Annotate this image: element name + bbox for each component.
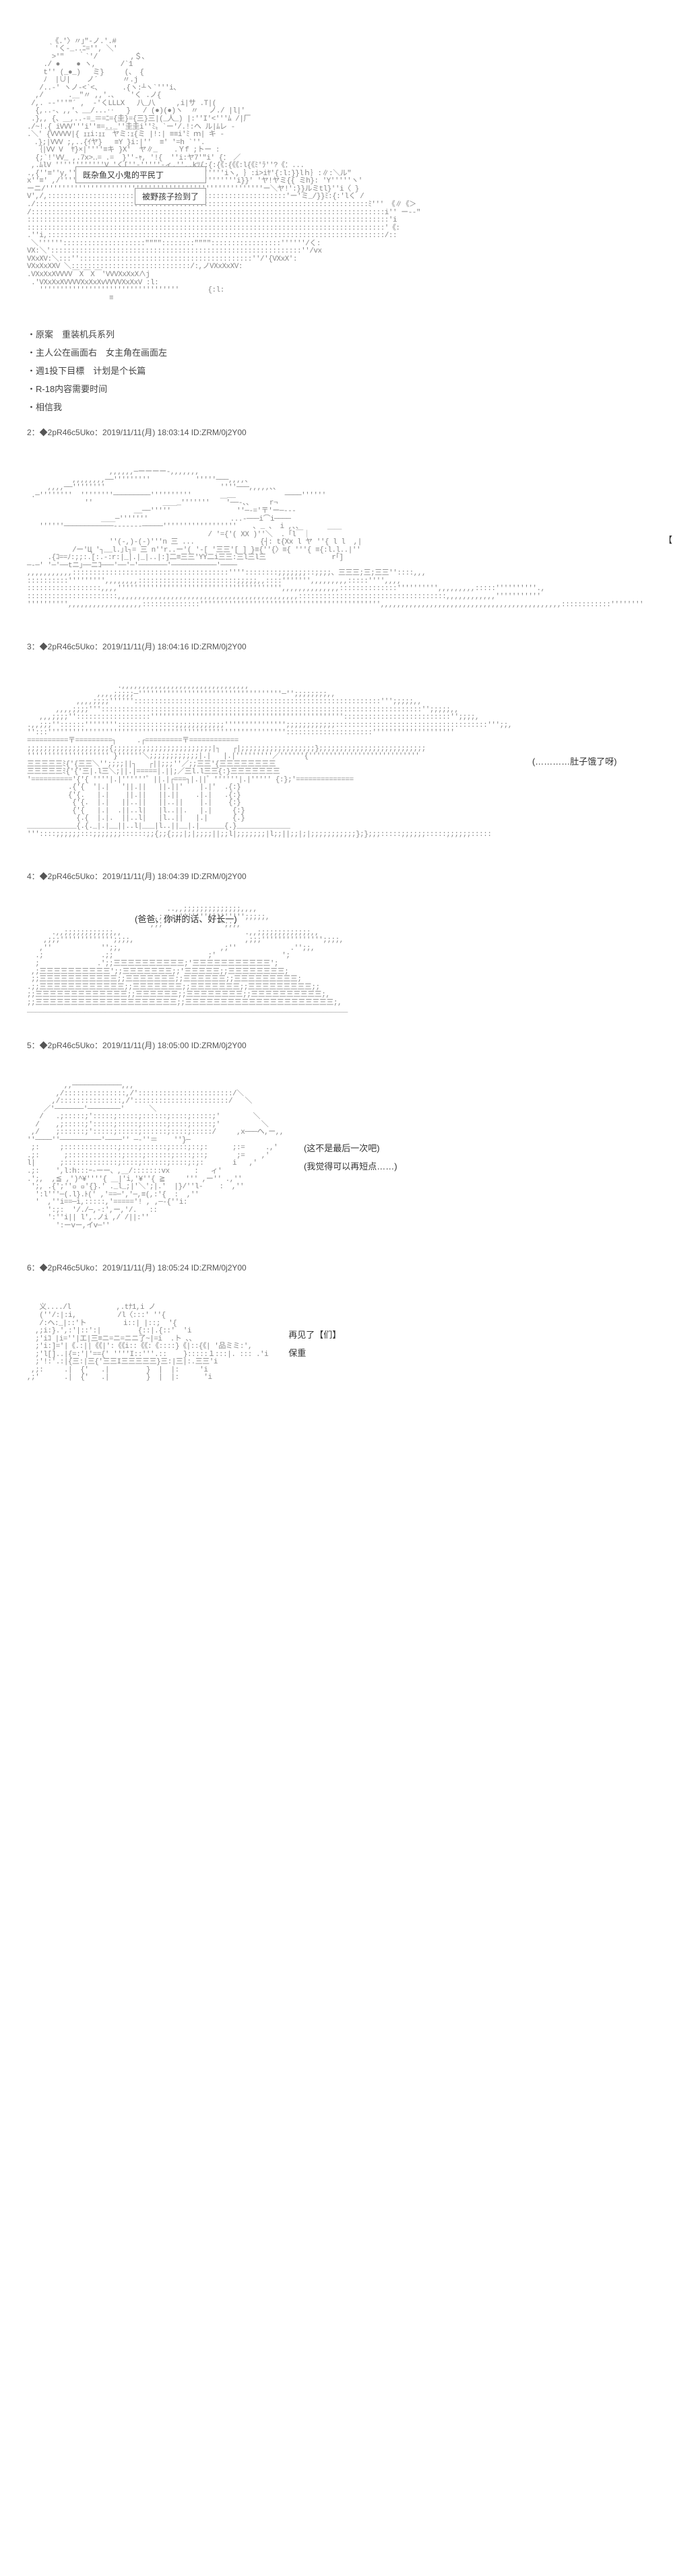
panel-2-ascii: ,,,,,,─ーーーー-,,,,,,, ,,,,,,,,──''''''''' … [27, 461, 643, 617]
panel-2-caption: 【第1话 序幕野孩子路线】 [664, 533, 673, 546]
post-meta-3: 3：◆2pR46c5Uko：2019/11/11(月) 18:04:16 ID:… [27, 641, 646, 652]
note-3: ・週1投下目標 计划是个长篇 [27, 364, 646, 377]
panel-6-ascii: 义..../l ,.tﾅ1,i ノ (''/:|:i, /l〈:::' ''{ … [27, 1297, 268, 1390]
panel-5-caption-b: (我觉得可以再短点……) [304, 1159, 397, 1172]
post-meta-4: 4：◆2pR46c5Uko：2019/11/11(月) 18:04:39 ID:… [27, 870, 646, 882]
panel-6: 义..../l ,.tﾅ1,i ノ (''/:|:i, /l〈:::' ''{ … [27, 1290, 646, 1397]
panel-4: (爸爸、你讲的话、好长一) ..,,;;;;;;;;;;;;;;,,,, ,;;… [27, 899, 646, 1023]
panel-5-caption-a: (这不是最后一次吧) [304, 1141, 397, 1154]
panel-2: ,,,,,,─ーーーー-,,,,,,, ,,,,,,,,──''''''''' … [27, 455, 646, 624]
note-5: ・相信我 [27, 400, 646, 413]
panel-5-captions: (这不是最后一次吧) (我觉得可以再短点……) [304, 1141, 397, 1172]
header-panel: 《.'〉〃｣"-ノ.'.# ｀'く-_..ﾆ='', ＼' >'" ｀`'/ ,… [27, 30, 646, 311]
panel-5-ascii: ,,────────────,,, ,/:::::::::::::::,/'::… [27, 1074, 284, 1237]
panel-4-ascii: ..,,;;;;;;;;;;;;;;,,,, ,;;;;;'''''''''''… [27, 899, 646, 1023]
note-1: ・原案 重装机兵系列 [27, 327, 646, 340]
panel-3: .,,,,,,,,,,,,,,,,,,,,,,,,,,,,,,, ,,,,;;;… [27, 669, 646, 854]
panel-6-caption-a: 再见了【们】 [288, 1328, 341, 1341]
panel-6-captions: 再见了【们】 保重 [288, 1328, 341, 1359]
panel-3-ascii: .,,,,,,,,,,,,,,,,,,,,,,,,,,,,,,, ,,,,;;;… [27, 676, 512, 847]
notes-list: ・原案 重装机兵系列 ・主人公在画面右 女主角在画面左 ・週1投下目標 计划是个… [27, 327, 646, 413]
bubble-1: 既杂鱼又小鬼的平民丁 [75, 166, 206, 183]
speech-bubbles: 既杂鱼又小鬼的平民丁 被野孩子捡到了 [74, 165, 207, 206]
panel-5: ,,────────────,,, ,/:::::::::::::::,/'::… [27, 1068, 646, 1244]
note-2: ・主人公在画面右 女主角在画面左 [27, 346, 646, 358]
panel-6-caption-b: 保重 [288, 1346, 341, 1359]
note-4: ・R-18内容需要时间 [27, 382, 646, 395]
panel-4-caption: (爸爸、你讲的话、好长一) [135, 912, 237, 925]
panel-3-caption: (…………肚子饿了呀) [532, 754, 617, 767]
post-meta-6: 6：◆2pR46c5Uko：2019/11/11(月) 18:05:24 ID:… [27, 1262, 646, 1273]
bubble-2: 被野孩子捡到了 [135, 188, 206, 205]
post-meta-5: 5：◆2pR46c5Uko：2019/11/11(月) 18:05:00 ID:… [27, 1039, 646, 1051]
post-meta-2: 2：◆2pR46c5Uko：2019/11/11(月) 18:03:14 ID:… [27, 426, 646, 438]
